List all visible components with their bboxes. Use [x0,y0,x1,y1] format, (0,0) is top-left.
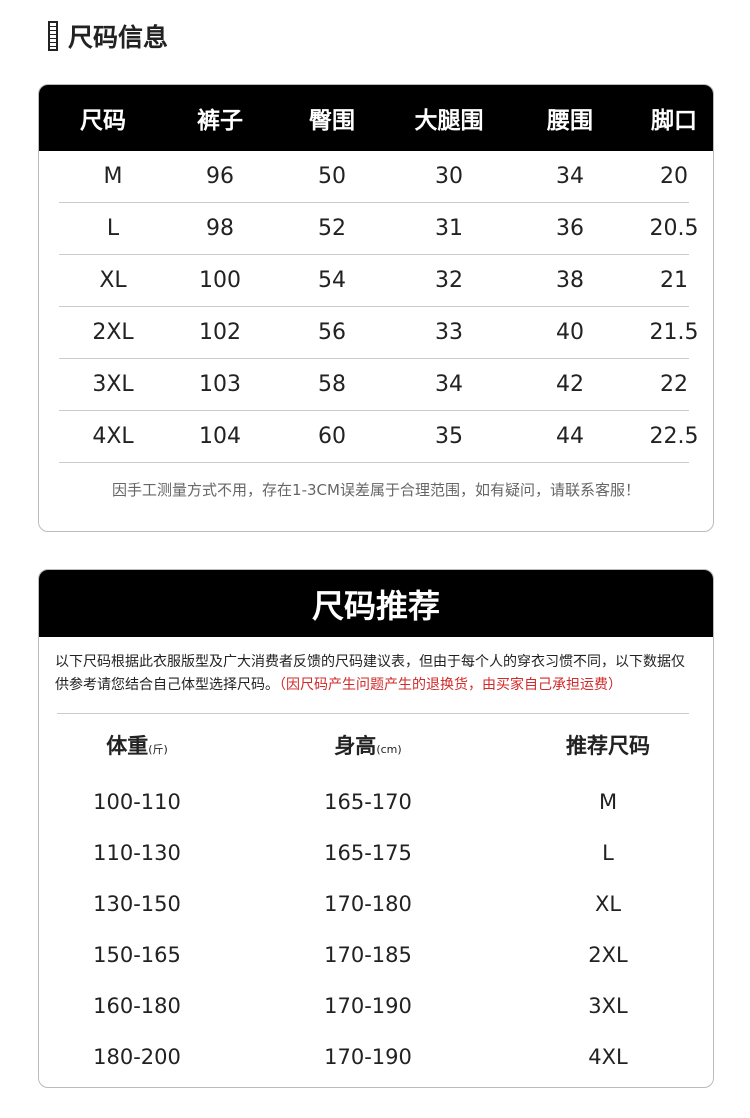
section-title: 尺码信息 [48,18,168,54]
table-cell: 170-190 [324,993,412,1018]
table-cell: 34 [435,372,463,397]
column-header: 裤子 [197,108,243,134]
table-cell: 98 [206,216,234,241]
table-cell: 130-150 [93,891,181,916]
size-table-header: 尺码 裤子 臀围 大腿围 腰围 脚口 [39,85,713,151]
header-unit: (斤) [148,743,168,756]
column-header: 身高(cm) [235,730,501,760]
table-cell: 20 [660,164,688,189]
table-cell: L [602,840,614,865]
table-row: 130-150 170-180 XL [39,878,713,929]
table-cell: 103 [199,372,241,397]
table-row: L 98 52 31 36 20.5 [59,203,698,255]
table-row: 150-165 170-185 2XL [39,929,713,980]
table-cell: 165-170 [324,789,412,814]
table-cell: 36 [556,216,584,241]
table-row: XL 100 54 32 38 21 [59,255,689,307]
table-cell: 20.5 [649,216,699,241]
table-cell: 96 [206,164,234,189]
table-cell: XL [99,268,127,293]
table-cell: 4XL [588,1044,628,1069]
recommend-title: 尺码推荐 [39,570,713,637]
table-cell: 60 [318,424,346,449]
header-label: 体重 [106,734,149,758]
column-header: 大腿围 [414,108,484,134]
table-row: 160-180 170-190 3XL [39,980,713,1031]
table-cell: M [598,789,618,814]
table-row: 4XL 104 60 35 44 22.5 [59,411,698,463]
table-cell: 35 [435,424,463,449]
measurement-note: 因手工测量方式不用，存在1-3CM误差属于合理范围，如有疑问，请联系客服！ [112,481,640,499]
table-row: M 96 50 30 34 20 [59,151,689,203]
size-recommend-card: 尺码推荐 以下尺码根据此衣服版型及广大消费者反馈的尺码建议表，但由于每个人的穿衣… [38,569,714,1088]
table-cell: 56 [318,320,346,345]
table-row: 2XL 102 56 33 40 21.5 [59,307,698,359]
table-cell: 180-200 [93,1044,181,1069]
table-cell: 165-175 [324,840,412,865]
table-cell: 30 [435,164,463,189]
column-header: 脚口 [651,108,697,134]
table-cell: 22 [660,372,688,397]
table-row: 100-110 165-170 M [39,776,713,827]
warning-text: （因尺码产生问题产生的退换货，由买家自己承担运费） [279,677,622,693]
divider [57,713,689,714]
table-row: 180-200 170-190 4XL [39,1031,713,1082]
table-cell: 104 [199,424,241,449]
table-cell: 44 [556,424,584,449]
table-cell: 100 [199,268,241,293]
table-cell: XL [594,891,622,916]
table-cell: 2XL [92,320,134,345]
size-info-card: 尺码 裤子 臀围 大腿围 腰围 脚口 M 96 50 30 34 20 L 98 52 31 36 20.5 XL… [38,84,714,532]
table-cell: 54 [318,268,346,293]
table-cell: 50 [318,164,346,189]
intro-text: 以下尺码根据此衣服版型及广大消费者反馈的尺码建议表，但由于每个人的穿衣习惯不同，… [55,654,685,693]
table-cell: 58 [318,372,346,397]
table-cell: 38 [556,268,584,293]
table-cell: 42 [556,372,584,397]
table-cell: 21 [660,268,688,293]
table-cell: 22.5 [649,424,699,449]
header-label: 身高 [334,734,377,758]
column-header: 体重(斤) [39,730,235,760]
header-unit: (cm) [376,743,402,756]
column-header: 推荐尺码 [501,730,713,760]
table-cell: 52 [318,216,346,241]
table-cell: 21.5 [649,320,699,345]
table-cell: 110-130 [93,840,181,865]
table-cell: L [106,216,120,241]
recommend-header-row: 体重(斤) 身高(cm) 推荐尺码 [39,714,713,776]
table-cell: 3XL [588,993,628,1018]
ruler-icon [48,21,58,51]
section-title-text: 尺码信息 [68,23,169,52]
table-cell: 40 [556,320,584,345]
column-header: 腰围 [547,108,593,134]
table-cell: 31 [435,216,463,241]
table-cell: 102 [199,320,241,345]
table-row: 3XL 103 58 34 42 22 [59,359,689,411]
table-cell: M [103,164,123,189]
table-cell: 150-165 [93,942,181,967]
table-cell: 160-180 [93,993,181,1018]
header-label: 推荐尺码 [566,734,650,758]
table-cell: 170-190 [324,1044,412,1069]
table-cell: 34 [556,164,584,189]
table-cell: 33 [435,320,463,345]
table-cell: 32 [435,268,463,293]
column-header: 尺码 [80,108,126,134]
table-cell: 100-110 [93,789,181,814]
table-cell: 170-185 [324,942,412,967]
column-header: 臀围 [309,108,355,134]
table-cell: 2XL [588,942,628,967]
table-cell: 3XL [92,372,134,397]
table-cell: 170-180 [324,891,412,916]
table-row: 110-130 165-175 L [39,827,713,878]
table-cell: 4XL [92,424,134,449]
recommend-intro: 以下尺码根据此衣服版型及广大消费者反馈的尺码建议表，但由于每个人的穿衣习惯不同，… [39,637,713,697]
